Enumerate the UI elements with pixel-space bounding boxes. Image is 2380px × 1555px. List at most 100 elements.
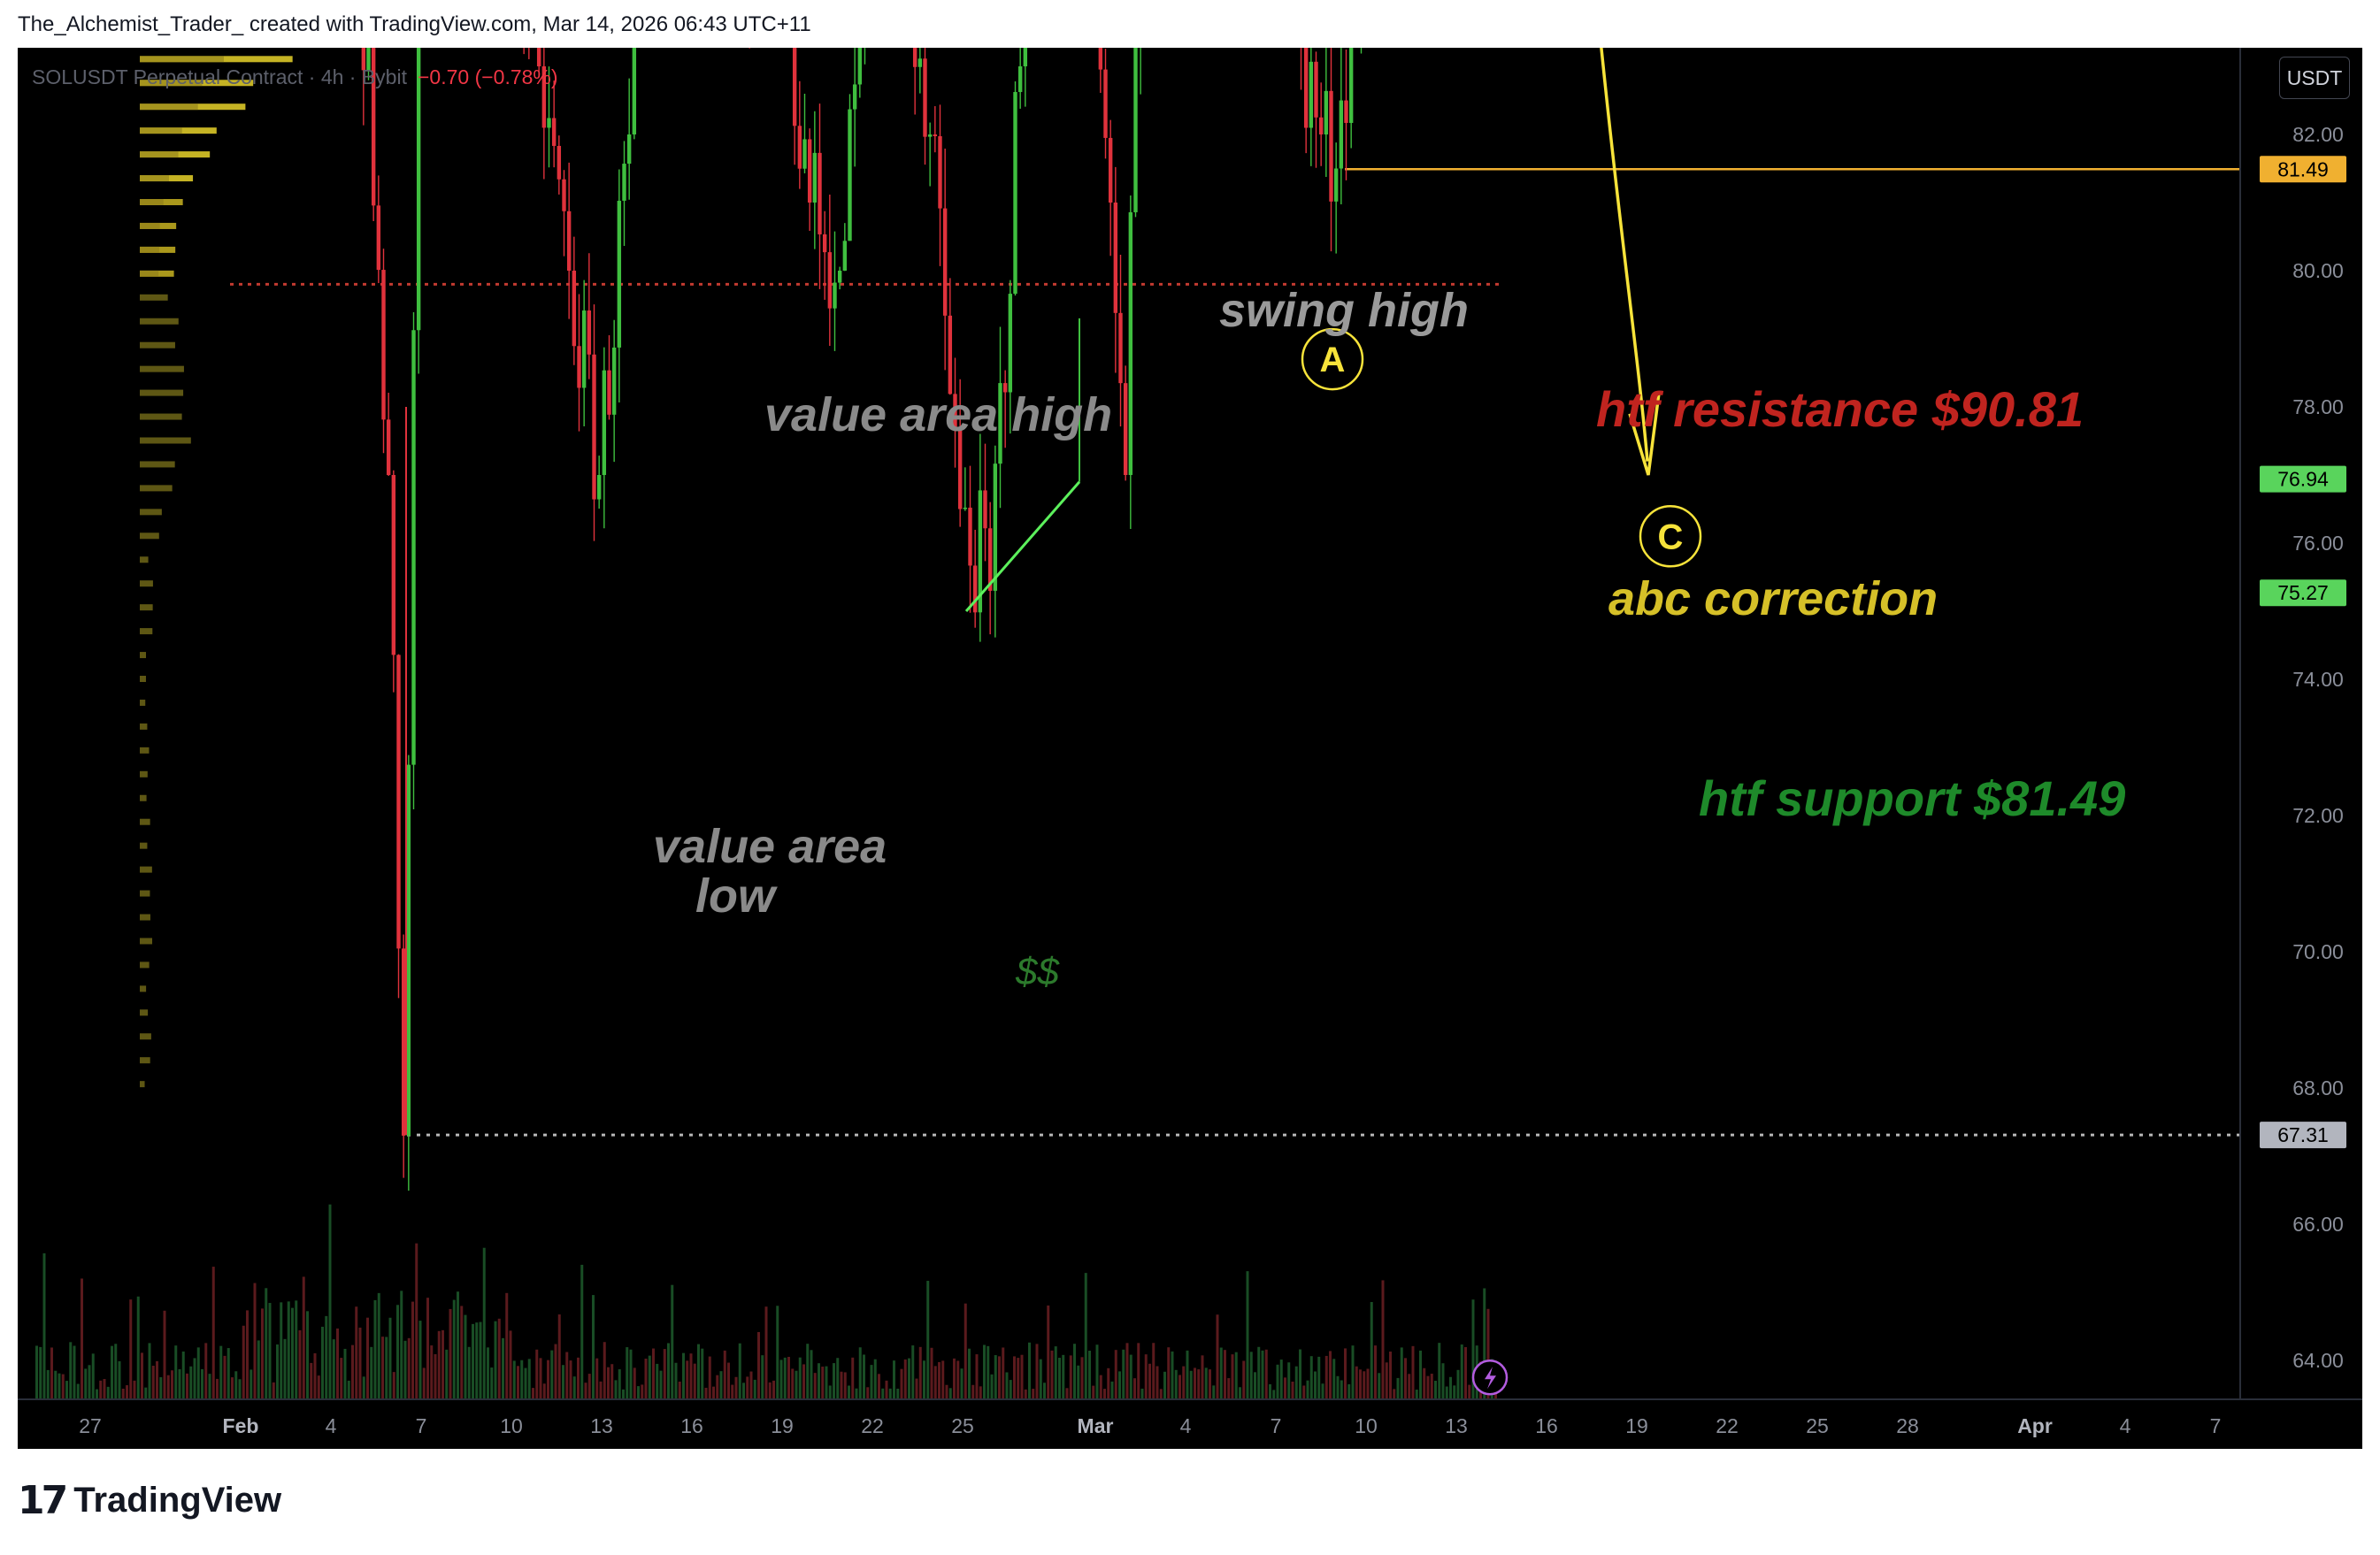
volume-bar xyxy=(779,1360,783,1399)
volume-bar xyxy=(174,1345,178,1399)
candle-body xyxy=(917,58,923,67)
symbol-legend[interactable]: SOLUSDT Perpetual Contract · 4h · Bybit −… xyxy=(32,65,558,89)
volume-bar xyxy=(392,1372,395,1399)
volume-bar xyxy=(313,1352,317,1399)
volume-profile-bar-shade xyxy=(140,127,182,134)
candle-body xyxy=(942,208,948,316)
volume-bar xyxy=(626,1347,629,1399)
volume-bar xyxy=(723,1350,726,1399)
volume-bar xyxy=(911,1345,915,1399)
volume-profile-bar xyxy=(140,676,146,682)
volume-bar xyxy=(464,1314,467,1399)
volume-bar xyxy=(527,1359,531,1399)
volume-bar xyxy=(355,1306,358,1399)
volume-bar xyxy=(186,1373,188,1399)
time-axis-bg xyxy=(18,1399,2362,1449)
volume-bar xyxy=(1344,1348,1347,1399)
candle-body xyxy=(993,463,998,591)
price-label-value: 67.31 xyxy=(2277,1123,2329,1146)
volume-bar xyxy=(637,1386,640,1399)
volume-bar xyxy=(599,1381,603,1399)
volume-bar xyxy=(377,1292,380,1399)
volume-bar xyxy=(73,1345,76,1399)
chart-canvas[interactable]: ABC100.0098.0096.0094.0092.0090.0088.008… xyxy=(18,48,2362,1449)
volume-bar xyxy=(948,1388,952,1399)
volume-bar xyxy=(1013,1356,1016,1399)
wave-c-marker-circle xyxy=(1639,505,1702,568)
volume-bar xyxy=(1002,1347,1005,1399)
volume-bar xyxy=(512,1360,516,1399)
volume-bar xyxy=(1224,1350,1226,1399)
volume-bar xyxy=(727,1362,730,1399)
candle-body xyxy=(812,152,818,203)
candle-body xyxy=(968,507,972,566)
volume-bar xyxy=(370,1346,373,1399)
volume-bar xyxy=(250,1369,253,1399)
price-tick-label: 78.00 xyxy=(2292,395,2344,418)
volume-bar xyxy=(1159,1389,1163,1399)
volume-bar xyxy=(644,1359,648,1399)
tradingview-logo[interactable]: 17 TradingView xyxy=(18,1478,281,1523)
volume-bar xyxy=(35,1345,38,1399)
currency-button[interactable]: USDT xyxy=(2279,57,2350,99)
volume-bar xyxy=(603,1342,606,1399)
volume-bar xyxy=(148,1343,151,1399)
volume-bar xyxy=(69,1342,73,1399)
abc-correction-label: abc correction xyxy=(1608,572,1939,625)
volume-bar xyxy=(893,1360,895,1399)
volume-bar xyxy=(923,1360,925,1399)
volume-bar xyxy=(1411,1345,1415,1399)
volume-bar xyxy=(385,1337,388,1399)
volume-bar xyxy=(1212,1385,1216,1399)
volume-bar xyxy=(253,1283,257,1399)
volume-bar xyxy=(426,1298,429,1399)
volume-bar xyxy=(968,1348,971,1399)
volume-bar xyxy=(1039,1359,1042,1399)
candle-body xyxy=(411,330,416,765)
value-area-low-label-line2: low xyxy=(695,869,775,923)
volume-bar xyxy=(1009,1380,1012,1399)
volume-bar xyxy=(434,1353,437,1399)
volume-bar xyxy=(1216,1314,1219,1399)
price-label-bg xyxy=(2260,1122,2346,1149)
volume-bar xyxy=(656,1363,659,1399)
volume-bar xyxy=(302,1276,305,1399)
volume-bar xyxy=(246,1310,249,1399)
chart-area[interactable]: ABC100.0098.0096.0094.0092.0090.0088.008… xyxy=(18,48,2362,1449)
dollar-trendline xyxy=(964,480,1081,612)
volume-bar xyxy=(1294,1366,1298,1399)
volume-bar xyxy=(731,1384,734,1399)
volume-bar xyxy=(1054,1346,1057,1399)
volume-bar xyxy=(697,1344,700,1399)
volume-bar xyxy=(1381,1280,1385,1399)
volume-bar xyxy=(652,1348,655,1399)
volume-bar xyxy=(505,1292,509,1399)
volume-bar xyxy=(878,1374,880,1399)
volume-bar xyxy=(407,1337,411,1399)
volume-bar xyxy=(1449,1376,1452,1399)
volume-bar xyxy=(659,1370,663,1399)
volume-bar xyxy=(734,1376,738,1399)
volume-bar xyxy=(144,1387,148,1399)
volume-bar xyxy=(1186,1350,1189,1399)
volume-bar xyxy=(671,1284,674,1399)
volume-bar xyxy=(953,1358,956,1399)
volume-bar xyxy=(1351,1345,1355,1399)
alert-lightning-bolt xyxy=(1485,1367,1496,1390)
volume-bar xyxy=(1125,1343,1129,1399)
volume-bar xyxy=(76,1383,80,1399)
volume-bar xyxy=(482,1247,486,1399)
alert-lightning-icon xyxy=(1471,1360,1509,1396)
volume-profile-bar xyxy=(140,389,184,396)
candle-body xyxy=(938,135,942,209)
volume-bar xyxy=(445,1349,449,1399)
volume-bar xyxy=(336,1328,339,1399)
volume-profile-bar xyxy=(140,652,146,659)
candle-body xyxy=(1017,66,1023,93)
time-tick-label: 16 xyxy=(1535,1414,1558,1437)
volume-bar xyxy=(1264,1349,1268,1399)
volume-bar xyxy=(1340,1380,1343,1399)
volume-bar xyxy=(1269,1383,1271,1399)
volume-profile-bar xyxy=(140,365,184,372)
candle-body xyxy=(998,383,1002,464)
